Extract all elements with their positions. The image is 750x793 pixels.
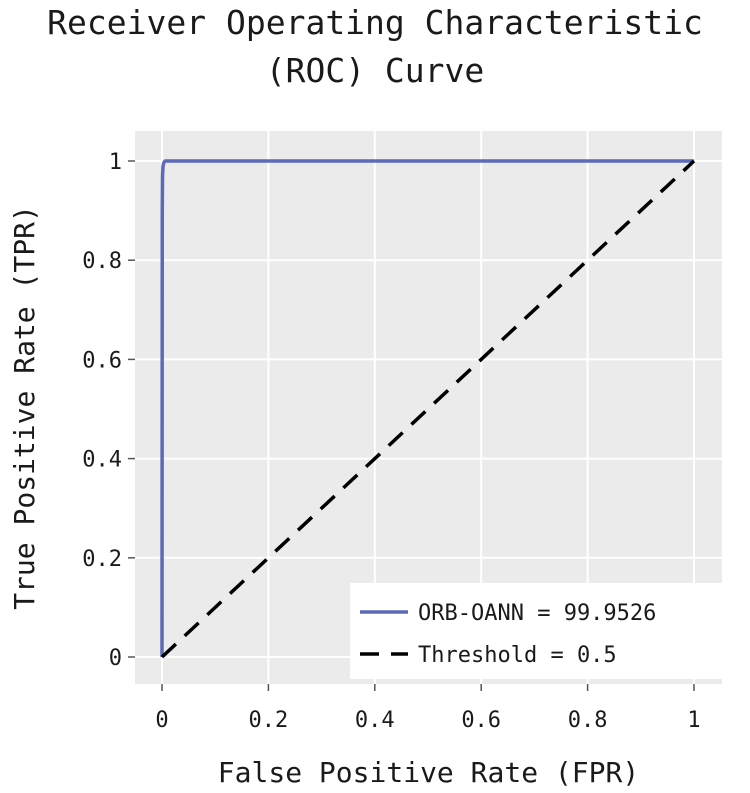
x-axis-label: False Positive Rate (FPR) (218, 756, 639, 789)
chart-title: Receiver Operating Characteristic (ROC) C… (47, 3, 703, 90)
x-tick-label: 0 (155, 708, 168, 733)
roc-curve-line (160, 159, 694, 658)
y-tick-label: 0.2 (82, 547, 122, 572)
x-tick-label: 0.6 (461, 708, 501, 733)
x-tick-label: 0.2 (249, 708, 289, 733)
legend: ORB-OANN = 99.9526 Threshold = 0.5 (350, 583, 722, 679)
x-tick-label: 1 (687, 708, 700, 733)
legend-label: Threshold = 0.5 (418, 643, 617, 668)
y-tick-label: 0.6 (82, 348, 122, 373)
legend-box (350, 583, 722, 679)
chart-title-line: Receiver Operating Characteristic (47, 3, 703, 42)
y-tick-label: 0 (109, 646, 122, 671)
y-tick-label: 1 (109, 150, 122, 175)
chart-title-line: (ROC) Curve (266, 51, 485, 90)
x-tick-label: 0.4 (355, 708, 395, 733)
grid-lines (135, 131, 722, 684)
axis-ticks: 0 0.2 0.4 0.6 0.8 1 0 0.2 0.4 0.6 0.8 1 (82, 150, 700, 733)
threshold-line (160, 159, 696, 659)
y-axis-label: True Positive Rate (TPR) (8, 205, 41, 610)
series-group (160, 159, 696, 659)
x-tick-label: 0.8 (568, 708, 608, 733)
y-tick-label: 0.8 (82, 249, 122, 274)
legend-label: ORB-OANN = 99.9526 (418, 601, 656, 626)
y-tick-label: 0.4 (82, 448, 122, 473)
